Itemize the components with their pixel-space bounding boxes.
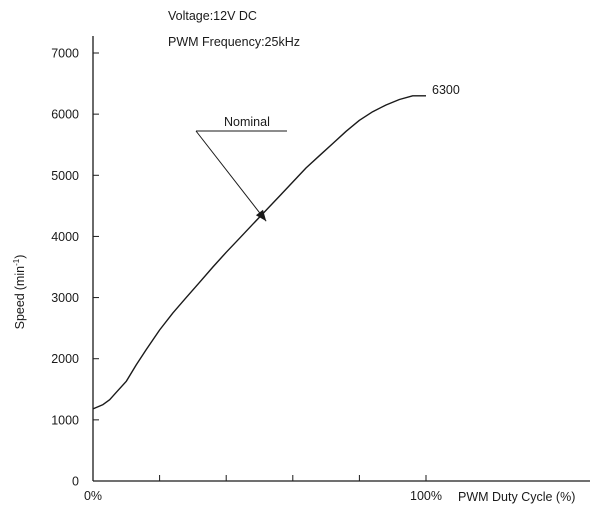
condition-pwm-frequency: PWM Frequency:25kHz: [168, 35, 300, 49]
y-axis-title: Speed(min-1): [12, 255, 27, 330]
y-tick-label-7000: 7000: [51, 47, 79, 61]
condition-voltage: Voltage:12V DC: [168, 9, 257, 23]
x-ticks: 0% 100%: [84, 475, 442, 503]
x-tick-label-100: 100%: [410, 489, 442, 503]
series-layer: 6300: [92, 83, 460, 410]
y-ticks: 0 1000 2000 3000 4000 5000 6000 7000: [51, 47, 99, 489]
annotation-arrowhead: [255, 209, 267, 222]
y-tick-label-0: 0: [72, 475, 79, 489]
y-axis-title-unit-exponent: -1: [12, 258, 21, 266]
y-axis-title-quantity: Speed: [13, 293, 27, 329]
annotation-leader: [195, 130, 267, 222]
y-tick-label-5000: 5000: [51, 169, 79, 183]
series-end-label: 6300: [432, 83, 460, 97]
series-line-nominal: [92, 95, 426, 410]
annotation-layer: Nominal: [195, 115, 287, 222]
x-tick-label-0: 0%: [84, 489, 102, 503]
y-tick-label-6000: 6000: [51, 108, 79, 122]
x-axis-title: PWM Duty Cycle (%): [458, 490, 575, 504]
y-tick-label-2000: 2000: [51, 352, 79, 366]
y-axis-title-unit: min: [13, 266, 27, 286]
y-tick-label-3000: 3000: [51, 291, 79, 305]
y-tick-label-4000: 4000: [51, 230, 79, 244]
annotation-label: Nominal: [224, 115, 270, 129]
y-tick-label-1000: 1000: [51, 413, 79, 427]
